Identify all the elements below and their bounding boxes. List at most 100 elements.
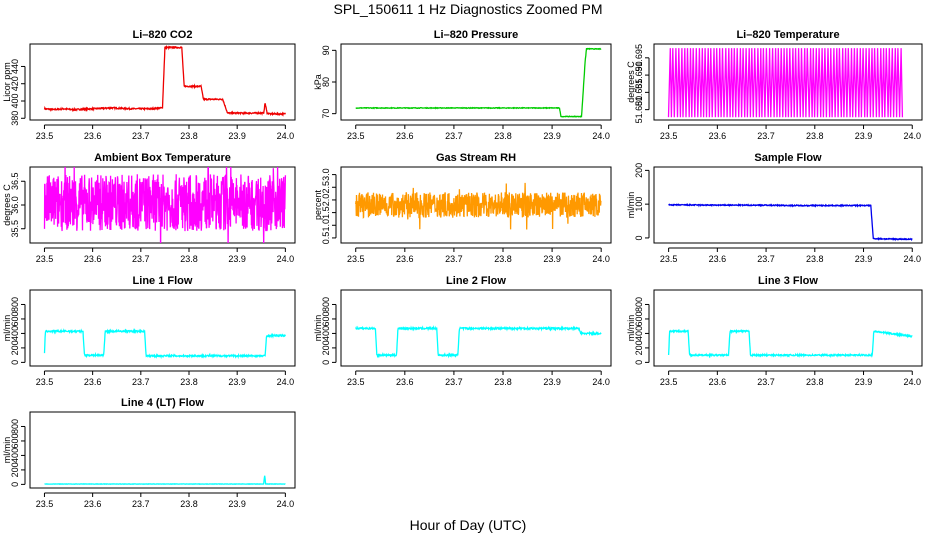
y-tick-label: 100 xyxy=(634,197,644,212)
x-tick-label: 23.7 xyxy=(445,131,463,141)
figure-title: SPL_150611 1 Hz Diagnostics Zoomed PM xyxy=(333,1,603,17)
x-tick-label: 23.6 xyxy=(84,499,102,509)
x-tick-label: 24.0 xyxy=(903,254,921,264)
x-tick-label: 23.5 xyxy=(36,131,54,141)
x-tick-label: 23.6 xyxy=(84,131,102,141)
y-tick-label: 2.0 xyxy=(321,194,331,207)
y-tick-label: 70 xyxy=(321,109,331,119)
y-tick-label: 440 xyxy=(10,59,20,74)
series-line xyxy=(355,324,602,359)
x-tick-label: 23.7 xyxy=(757,254,775,264)
plot-frame xyxy=(340,289,612,367)
y-tick-label: 0 xyxy=(10,360,20,365)
y-tick-label: 400 xyxy=(10,448,20,463)
y-tick-label: 800 xyxy=(634,297,644,312)
y-tick-label: 1.5 xyxy=(321,206,331,219)
series-line xyxy=(668,203,913,242)
y-tick-label: 0.5 xyxy=(321,232,331,245)
panel-10: Line 4 (LT) Flow ml/min 23.5 23.6 23.7 23.8 23… xyxy=(2,397,296,509)
x-tick-label: 23.8 xyxy=(180,499,198,509)
series-line xyxy=(43,167,287,243)
x-tick-label: 23.9 xyxy=(855,131,873,141)
plot-frame xyxy=(653,289,923,367)
x-tick-label: 23.6 xyxy=(709,131,727,141)
y-tick-label: 36.0 xyxy=(10,196,20,214)
x-tick-label: 23.9 xyxy=(543,131,561,141)
y-tick-label: 600 xyxy=(321,311,331,326)
x-tick-label: 23.5 xyxy=(347,131,365,141)
panel-title: Ambient Box Temperature xyxy=(94,152,231,164)
x-tick-label: 23.9 xyxy=(855,377,873,387)
panel-title: Sample Flow xyxy=(754,152,822,164)
y-tick-label: 35.5 xyxy=(10,220,20,238)
panel-title: Li–820 Temperature xyxy=(736,29,839,41)
panel-6: Sample Flow ml/min 23.5 23.6 23.7 23.8 23.9 24.… xyxy=(626,152,923,264)
x-tick-label: 23.6 xyxy=(396,131,414,141)
panel-7: Line 1 Flow ml/min 23.5 23.6 23.7 23.8 23.9 24.… xyxy=(2,275,296,387)
y-axis-label: percent xyxy=(313,189,323,220)
panel-2: Li–820 Pressure kPa 23.5 23.6 23.7 23.8 23.9 24… xyxy=(313,29,612,141)
panel-title: Li–820 Pressure xyxy=(434,29,518,41)
x-tick-label: 23.5 xyxy=(36,499,54,509)
x-tick-label: 23.6 xyxy=(396,377,414,387)
x-tick-label: 23.7 xyxy=(132,131,150,141)
plot-frame xyxy=(340,43,612,121)
x-tick-label: 23.9 xyxy=(228,254,246,264)
panel-title: Line 1 Flow xyxy=(133,275,193,287)
y-axis-label: ml/min xyxy=(2,315,12,342)
y-tick-label: 600 xyxy=(634,311,644,326)
x-tick-label: 23.8 xyxy=(806,377,824,387)
panel-8: Line 2 Flow ml/min 23.5 23.6 23.7 23.8 23.9 24.… xyxy=(313,275,612,387)
x-tick-label: 23.7 xyxy=(445,254,463,264)
y-tick-label: 800 xyxy=(10,419,20,434)
y-tick-label: 0 xyxy=(634,360,644,365)
y-tick-label: 200 xyxy=(10,340,20,355)
y-tick-label: 200 xyxy=(321,340,331,355)
x-tick-label: 23.8 xyxy=(494,254,512,264)
series-line xyxy=(355,182,602,230)
panel-1: Li–820 CO2 Licor ppm 23.5 23.6 23.7 23.8 23.9 2… xyxy=(2,29,296,141)
series-line xyxy=(43,328,286,360)
panel-title: Line 3 Flow xyxy=(758,275,818,287)
y-tick-label: 200 xyxy=(10,462,20,477)
series-line xyxy=(355,47,602,118)
y-axis-label: kPa xyxy=(313,74,323,90)
x-tick-label: 23.6 xyxy=(709,254,727,264)
x-tick-label: 23.8 xyxy=(180,254,198,264)
panel-9: Line 3 Flow ml/min 23.5 23.6 23.7 23.8 23.9 24.… xyxy=(626,275,923,387)
y-tick-label: 200 xyxy=(634,163,644,178)
y-tick-label: 51.680 xyxy=(634,96,644,124)
plot-frame xyxy=(29,289,296,367)
x-tick-label: 24.0 xyxy=(277,499,295,509)
y-tick-label: 400 xyxy=(10,326,20,341)
series-line xyxy=(43,44,286,117)
x-tick-label: 23.7 xyxy=(445,377,463,387)
plot-frame xyxy=(29,411,296,489)
x-tick-label: 23.6 xyxy=(84,377,102,387)
x-tick-label: 23.8 xyxy=(180,377,198,387)
series-line xyxy=(667,48,904,118)
y-tick-label: 2.5 xyxy=(321,181,331,194)
y-tick-label: 600 xyxy=(10,311,20,326)
x-tick-label: 23.9 xyxy=(228,499,246,509)
y-axis-label: ml/min xyxy=(626,315,636,342)
plot-frame xyxy=(29,166,296,244)
y-axis-label: Licor ppm xyxy=(2,62,12,102)
x-tick-label: 23.6 xyxy=(396,254,414,264)
y-tick-label: 90 xyxy=(321,45,331,55)
x-tick-label: 23.9 xyxy=(855,254,873,264)
x-tick-label: 23.8 xyxy=(494,131,512,141)
y-tick-label: 420 xyxy=(10,76,20,91)
x-tick-label: 23.8 xyxy=(806,254,824,264)
y-axis-label: ml/min xyxy=(626,192,636,219)
y-tick-label: 0 xyxy=(634,235,644,240)
y-tick-label: 0 xyxy=(321,360,331,365)
x-tick-label: 24.0 xyxy=(592,254,610,264)
panel-5: Gas Stream RH percent 23.5 23.6 23.7 23.8 23.9… xyxy=(313,152,612,264)
y-tick-label: 51.685 xyxy=(634,79,644,107)
x-tick-label: 24.0 xyxy=(592,131,610,141)
y-tick-label: 0 xyxy=(10,482,20,487)
x-tick-label: 23.5 xyxy=(347,377,365,387)
y-tick-label: 800 xyxy=(10,297,20,312)
x-tick-label: 24.0 xyxy=(903,131,921,141)
